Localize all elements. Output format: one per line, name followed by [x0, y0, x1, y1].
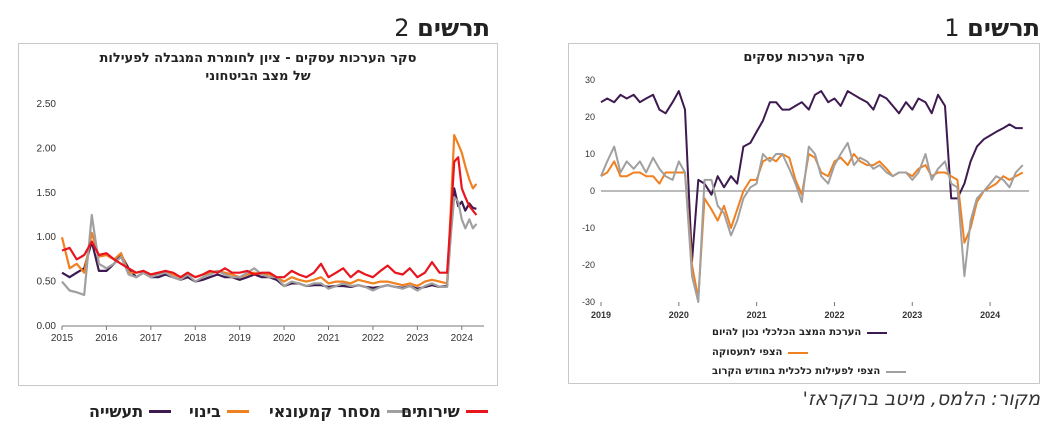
y-tick-label: 20: [585, 112, 595, 122]
series-line-2: [600, 153, 1024, 300]
legend-swatch-retail: [386, 410, 409, 413]
chart-1-plot: 30 20 10 0 -10 -20 -30 2019 2020 2021 2022 2023 2024: [582, 75, 1029, 320]
chart-1-title: סקר הערכות עסקים: [743, 50, 865, 65]
x-tick-label: 2023: [902, 310, 922, 320]
x-tick-label: 2023: [406, 333, 429, 344]
legend-swatch-employment: [788, 351, 809, 354]
figure-2-title: תרשים 2: [394, 14, 490, 42]
x-tick-label: 2021: [747, 310, 767, 320]
legend-item-industry: תעשייה: [89, 402, 172, 421]
legend-label-services: שירותים: [401, 402, 460, 421]
legend-swatch-current-state: [867, 331, 888, 334]
y-tick-label: 10: [585, 149, 595, 159]
legend-label-construction: בינוי: [189, 402, 221, 421]
chart-2-title-line2: של מצב הביטחוני: [205, 69, 311, 84]
series-line-3: [61, 196, 478, 296]
y-tick-label: -10: [582, 223, 595, 233]
figure-2-title-word: תרשים: [417, 14, 490, 42]
x-tick-label: 2015: [51, 333, 74, 344]
legend-label-employment: הצפי לתעסוקה: [712, 347, 783, 358]
chart-2-panel: סקר הערכות עסקים - ציון לחומרת המגבלה לפ…: [18, 43, 498, 421]
x-tick-label: 2019: [591, 310, 611, 320]
legend-label-current-state: הערכת המצב הכלכלי נכון להיום: [712, 327, 862, 338]
y-tick-label: 30: [585, 75, 595, 85]
y-tick-label: 2.00: [37, 143, 57, 154]
figure-2-title-number: 2: [394, 14, 410, 42]
figure-1-title: תרשים 1: [944, 14, 1040, 42]
series-line-3: [600, 141, 1024, 303]
legend-label-industry: תעשייה: [89, 402, 144, 421]
legend-item-services: שירותים: [401, 402, 488, 421]
legend-swatch-services: [465, 410, 488, 413]
series-line-4: [61, 156, 478, 279]
x-tick-label: 2022: [824, 310, 844, 320]
x-tick-label: 2024: [980, 310, 1000, 320]
x-tick-label: 2017: [140, 333, 163, 344]
legend-label-activity: הצפי לפעילות כלכלית בחודש הקרוב: [712, 366, 881, 377]
chart-2-plot: 0.00 0.50 1.00 1.50 2.00 2.50 2015 2016 2017 2018…: [37, 99, 484, 344]
source-note: מקור: הלמס, מיטב ברוקראז': [802, 388, 1040, 410]
x-tick-label: 2020: [669, 310, 689, 320]
y-tick-label: 1.00: [37, 232, 57, 243]
x-tick-label: 2018: [184, 333, 207, 344]
legend-item-retail: מסחר קמעונאי: [269, 402, 409, 421]
series-line-1: [600, 90, 1023, 263]
y-tick-label: 1.50: [37, 188, 57, 199]
y-tick-label: 2.50: [37, 99, 57, 110]
figure-1-title-word: תרשים: [967, 14, 1040, 42]
y-tick-label: -30: [582, 297, 595, 307]
x-tick-label: 2020: [273, 333, 296, 344]
x-tick-label: 2022: [362, 333, 385, 344]
chart-2-title-line1: סקר הערכות עסקים - ציון לחומרת המגבלה לפ…: [99, 51, 417, 66]
legend-item-current-state: הערכת המצב הכלכלי נכון להיום: [712, 327, 888, 338]
legend-item-employment: הצפי לתעסוקה: [712, 347, 809, 358]
legend-swatch-industry: [149, 410, 172, 413]
legend-swatch-construction: [226, 410, 249, 413]
chart-1-panel: סקר הערכות עסקים 30 20 10 0 -10 -20 -30 2019 202…: [568, 43, 1040, 384]
x-tick-label: 2021: [317, 333, 340, 344]
legend-swatch-activity: [886, 370, 907, 373]
figure-1-title-number: 1: [944, 14, 960, 42]
legend-item-activity: הצפי לפעילות כלכלית בחודש הקרוב: [712, 366, 907, 377]
legend-item-construction: בינוי: [189, 402, 249, 421]
x-tick-label: 2019: [229, 333, 252, 344]
y-tick-label: 0.50: [37, 277, 57, 288]
y-tick-label: 0: [590, 186, 595, 196]
legend-label-retail: מסחר קמעונאי: [269, 402, 381, 421]
chart-2-legend: תעשייה בינוי מסחר קמעונאי שירותים: [79, 402, 488, 422]
x-tick-label: 2024: [451, 333, 474, 344]
y-tick-label: 0.00: [37, 321, 57, 332]
x-tick-label: 2016: [95, 333, 118, 344]
y-tick-label: -20: [582, 260, 595, 270]
